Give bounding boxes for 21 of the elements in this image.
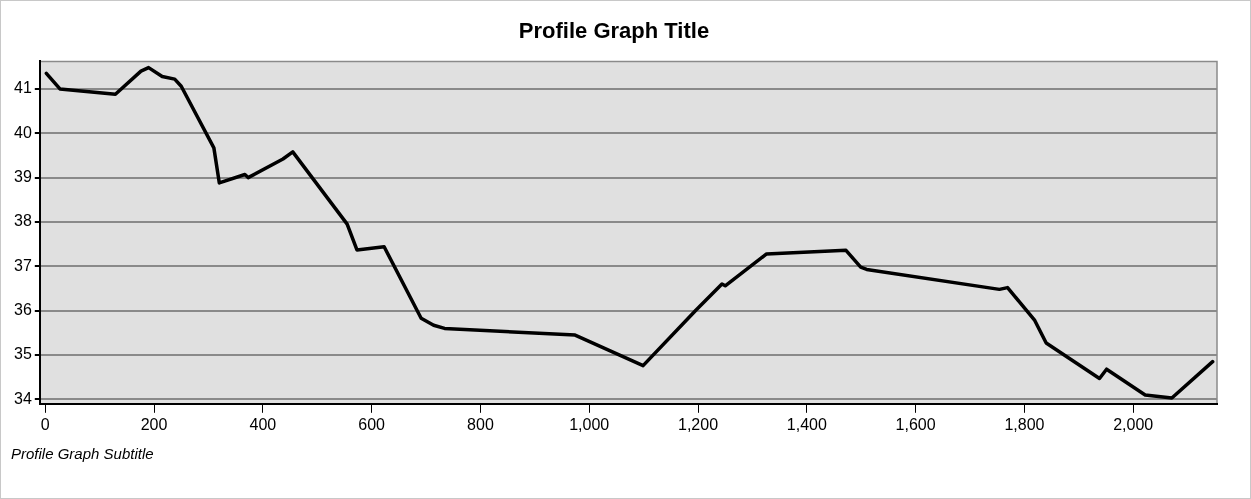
x-tick-label: 2,000	[1113, 415, 1154, 433]
y-tick-label: 37	[14, 256, 32, 274]
x-tick-label: 1,600	[895, 415, 936, 433]
x-tick-label: 600	[358, 415, 386, 433]
x-tick-label: 400	[249, 415, 277, 433]
x-tick-label: 1,400	[786, 415, 827, 433]
x-tick-label: 1,200	[678, 415, 719, 433]
x-tick-label: 1,000	[569, 415, 610, 433]
y-tick-label: 40	[14, 123, 32, 141]
y-tick-label: 38	[14, 212, 32, 230]
text: Profile Graph Subtitle	[11, 445, 154, 463]
x-tick-label: 0	[40, 415, 50, 433]
y-tick-label: 35	[14, 345, 32, 363]
y-tick-label: 39	[14, 168, 32, 186]
x-tick-label: 800	[467, 415, 494, 433]
chart-title: Profile Graph Title	[518, 18, 710, 44]
y-tick-label: 36	[14, 301, 32, 319]
y-tick-label: 41	[14, 79, 32, 97]
x-tick-label: 200	[140, 415, 168, 433]
y-tick-label: 34	[14, 389, 32, 407]
x-tick-label: 1,800	[1004, 415, 1045, 433]
